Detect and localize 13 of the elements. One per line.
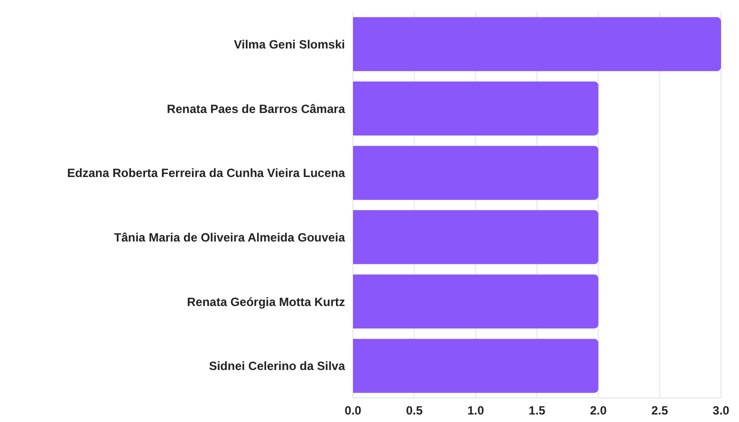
y-tick-label: Vilma Geni Slomski <box>234 37 345 52</box>
x-tick-label: 3.0 <box>712 404 730 418</box>
x-tick-label: 2.0 <box>590 404 607 418</box>
x-tick-label: 1.0 <box>467 404 484 418</box>
y-tick-label: Sidnei Celerino da Silva <box>208 359 346 374</box>
x-tick-label: 0.0 <box>344 404 362 418</box>
y-tick-label: Renata Paes de Barros Câmara <box>166 102 346 116</box>
x-tick-label: 1.5 <box>528 404 546 418</box>
y-tick-label: Edzana Roberta Ferreira da Cunha Vieira Lucena <box>67 166 346 180</box>
y-tick-label: Tânia Maria de Oliveira Almeida Gouveia <box>114 230 346 244</box>
y-tick-label: Renata Geórgia Motta Kurtz <box>186 294 345 309</box>
x-tick-label: 0.5 <box>406 404 423 418</box>
x-tick-label: 2.5 <box>651 404 668 418</box>
